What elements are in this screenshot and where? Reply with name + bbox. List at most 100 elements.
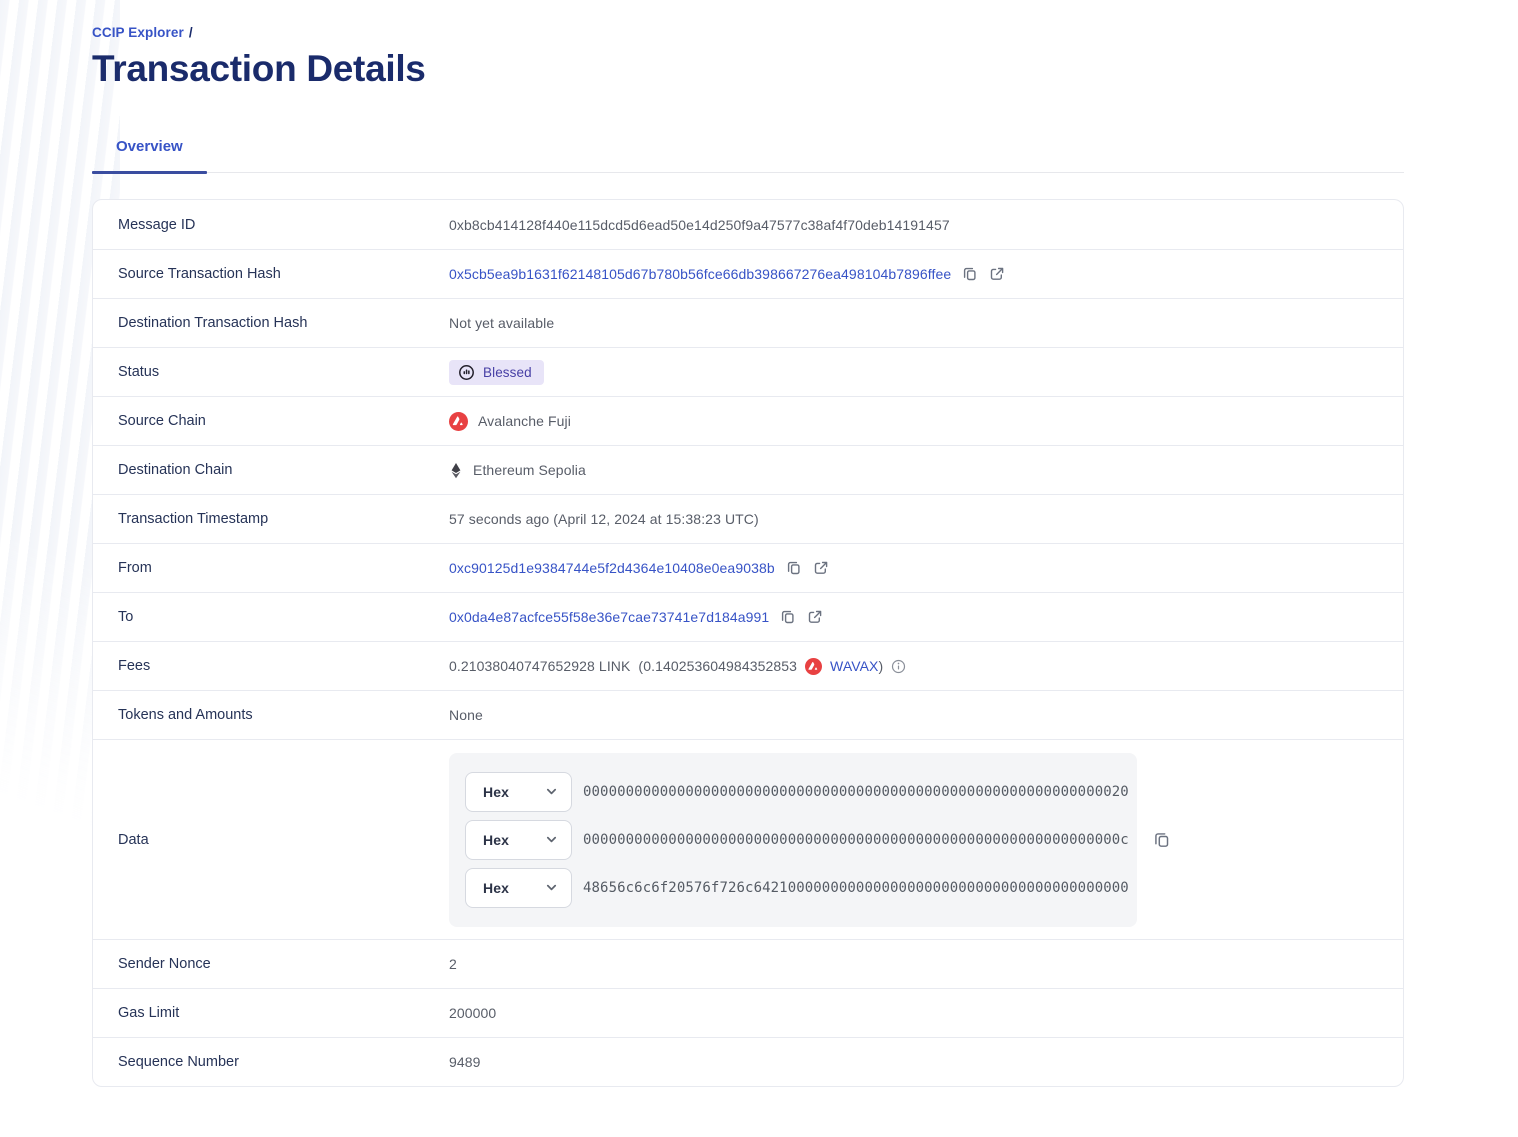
row-label: Status xyxy=(118,364,160,380)
status-badge: Blessed xyxy=(449,359,544,385)
data-line: Hex 000000000000000000000000000000000000… xyxy=(465,771,1129,812)
wavax-token-icon xyxy=(805,657,823,675)
row-label: Gas Limit xyxy=(118,1005,180,1021)
table-row-dest-tx-hash: Destination Transaction Hash Not yet ava… xyxy=(93,298,1403,347)
dest-tx-hash-value: Not yet available xyxy=(449,315,555,331)
from-address-link[interactable]: 0xc90125d1e9384744e5f2d4364e10408e0ea903… xyxy=(449,560,775,576)
copy-button[interactable] xyxy=(780,609,796,625)
destination-chain: Ethereum Sepolia xyxy=(449,462,586,479)
sequence-number-value: 9489 xyxy=(449,1054,481,1070)
external-link-button[interactable] xyxy=(989,266,1005,282)
table-row-timestamp: Transaction Timestamp 57 seconds ago (Ap… xyxy=(93,494,1403,543)
page-title: Transaction Details xyxy=(92,48,426,89)
table-row-source-tx-hash: Source Transaction Hash 0x5cb5ea9b1631f6… xyxy=(93,249,1403,298)
external-link-icon xyxy=(814,561,828,574)
hex-format-select[interactable]: Hex xyxy=(465,819,572,860)
data-line: Hex 48656c6c6f20576f726c6421000000000000… xyxy=(465,867,1129,908)
row-label: Message ID xyxy=(118,216,196,233)
table-row-message-id: Message ID 0xb8cb414128f440e115dcd5d6ead… xyxy=(93,200,1403,249)
ethereum-icon xyxy=(451,462,461,478)
hex-format-select[interactable]: Hex xyxy=(465,867,572,908)
data-line: Hex 000000000000000000000000000000000000… xyxy=(465,819,1129,860)
table-row-fees: Fees 0.21038040747652928 LINK (0.1402536… xyxy=(93,641,1403,690)
row-value: 2 xyxy=(449,956,457,972)
status-badge-label: Blessed xyxy=(483,364,532,380)
sender-nonce-value: 2 xyxy=(449,956,457,972)
timestamp-value: 57 seconds ago (April 12, 2024 at 15:38:… xyxy=(449,511,759,527)
row-label: Transaction Timestamp xyxy=(118,511,269,527)
table-row-tokens: Tokens and Amounts None xyxy=(93,690,1403,739)
row-label: To xyxy=(118,609,134,625)
row-value: 0xb8cb414128f440e115dcd5d6ead50e14d250f9… xyxy=(449,217,950,233)
row-label: Destination Transaction Hash xyxy=(118,315,308,331)
hex-data-line: 0000000000000000000000000000000000000000… xyxy=(583,831,1129,848)
row-value: 200000 xyxy=(449,1005,496,1021)
external-link-button[interactable] xyxy=(813,560,829,576)
table-row-dest-chain: Destination Chain Ethereum Sepolia xyxy=(93,445,1403,494)
row-label: Source Transaction Hash xyxy=(118,266,281,282)
fees-amount: 0.21038040747652928 LINK (0.140253604984… xyxy=(449,658,798,674)
tab-bar: Overview xyxy=(92,138,1404,174)
info-icon xyxy=(892,659,906,673)
row-value: 57 seconds ago (April 12, 2024 at 15:38:… xyxy=(449,511,759,527)
row-label: Fees xyxy=(118,658,151,674)
row-label: From xyxy=(118,560,152,576)
tokens-value: None xyxy=(449,707,483,723)
source-chain: Avalanche Fuji xyxy=(449,411,571,431)
table-row-data: Data Hex 0000000000000000000000000000000… xyxy=(93,739,1403,939)
source-chain-name: Avalanche Fuji xyxy=(478,413,571,429)
source-tx-hash-link[interactable]: 0x5cb5ea9b1631f62148105d67b780b56fce66db… xyxy=(449,266,952,282)
copy-icon xyxy=(787,561,800,575)
data-panel: Hex 000000000000000000000000000000000000… xyxy=(449,752,1137,927)
table-row-sequence-number: Sequence Number 9489 xyxy=(93,1037,1403,1086)
row-label: Source Chain xyxy=(118,413,206,429)
avalanche-icon xyxy=(449,411,468,431)
row-label: Sequence Number xyxy=(118,1054,239,1070)
hex-data-line: 48656c6c6f20576f726c64210000000000000000… xyxy=(583,879,1129,896)
table-row-gas-limit: Gas Limit 200000 xyxy=(93,988,1403,1037)
hex-format-select[interactable]: Hex xyxy=(465,771,572,812)
table-row-source-chain: Source Chain Avalanche Fuji xyxy=(93,396,1403,445)
fees-close-paren: ) xyxy=(878,658,884,674)
details-table: Message ID 0xb8cb414128f440e115dcd5d6ead… xyxy=(92,199,1404,1087)
tab-overview[interactable]: Overview xyxy=(92,138,207,174)
row-value: None xyxy=(449,707,483,723)
data-copy-button[interactable] xyxy=(1153,831,1171,849)
breadcrumb-link-ccip-explorer[interactable]: CCIP Explorer xyxy=(92,25,184,40)
hex-format-label: Hex xyxy=(483,879,509,896)
fees-info-button[interactable] xyxy=(891,659,906,674)
external-link-icon xyxy=(991,267,1004,280)
status-signal-icon xyxy=(459,364,474,380)
avalanche-icon xyxy=(805,657,823,675)
chevron-down-icon xyxy=(546,788,557,795)
transaction-details-page: CCIP Explorer / Transaction Details Overv… xyxy=(92,25,1404,1087)
row-value: Not yet available xyxy=(449,315,554,331)
hex-data-line: 0000000000000000000000000000000000000000… xyxy=(583,783,1129,800)
row-label: Destination Chain xyxy=(118,462,233,478)
table-row-status: Status Blessed xyxy=(93,347,1403,396)
table-row-to: To 0x0da4e87acfce55f58e36e7cae73741e7d18… xyxy=(93,592,1403,641)
hex-format-label: Hex xyxy=(483,831,509,848)
gas-limit-value: 200000 xyxy=(449,1005,497,1021)
breadcrumb: CCIP Explorer / xyxy=(92,25,1404,40)
message-id-value: 0xb8cb414128f440e115dcd5d6ead50e14d250f9… xyxy=(449,216,950,233)
copy-icon xyxy=(964,267,976,281)
breadcrumb-separator: / xyxy=(188,25,193,40)
row-label: Data xyxy=(118,831,149,848)
chevron-down-icon xyxy=(546,884,557,891)
row-label: Tokens and Amounts xyxy=(118,707,253,723)
external-link-button[interactable] xyxy=(807,609,823,625)
copy-button[interactable] xyxy=(786,560,802,576)
destination-chain-name: Ethereum Sepolia xyxy=(473,462,586,478)
copy-icon xyxy=(1155,832,1169,847)
wavax-link[interactable]: WAVAX xyxy=(830,658,879,674)
to-address-link[interactable]: 0x0da4e87acfce55f58e36e7cae73741e7d184a9… xyxy=(449,609,770,625)
external-link-icon xyxy=(809,610,822,623)
row-value: 9489 xyxy=(449,1054,481,1070)
copy-button[interactable] xyxy=(962,266,978,282)
chevron-down-icon xyxy=(546,836,557,843)
copy-icon xyxy=(782,610,794,624)
hex-format-label: Hex xyxy=(483,783,509,800)
table-row-sender-nonce: Sender Nonce 2 xyxy=(93,939,1403,988)
table-row-from: From 0xc90125d1e9384744e5f2d4364e10408e0… xyxy=(93,543,1403,592)
